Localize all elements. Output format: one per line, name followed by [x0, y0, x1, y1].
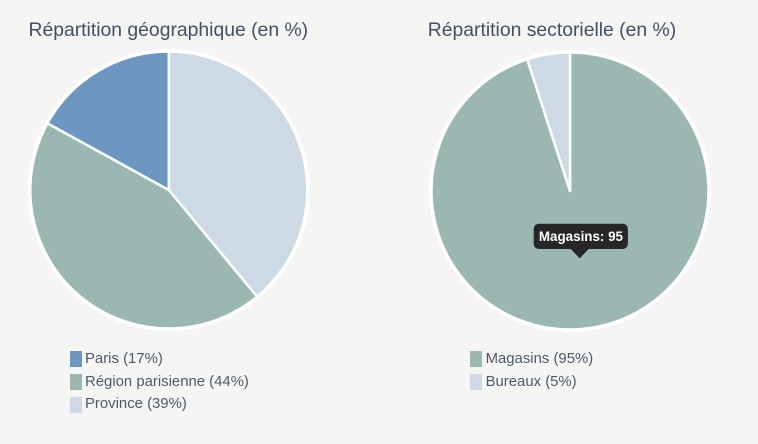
svg-text:Magasins: 95: Magasins: 95	[539, 229, 624, 244]
